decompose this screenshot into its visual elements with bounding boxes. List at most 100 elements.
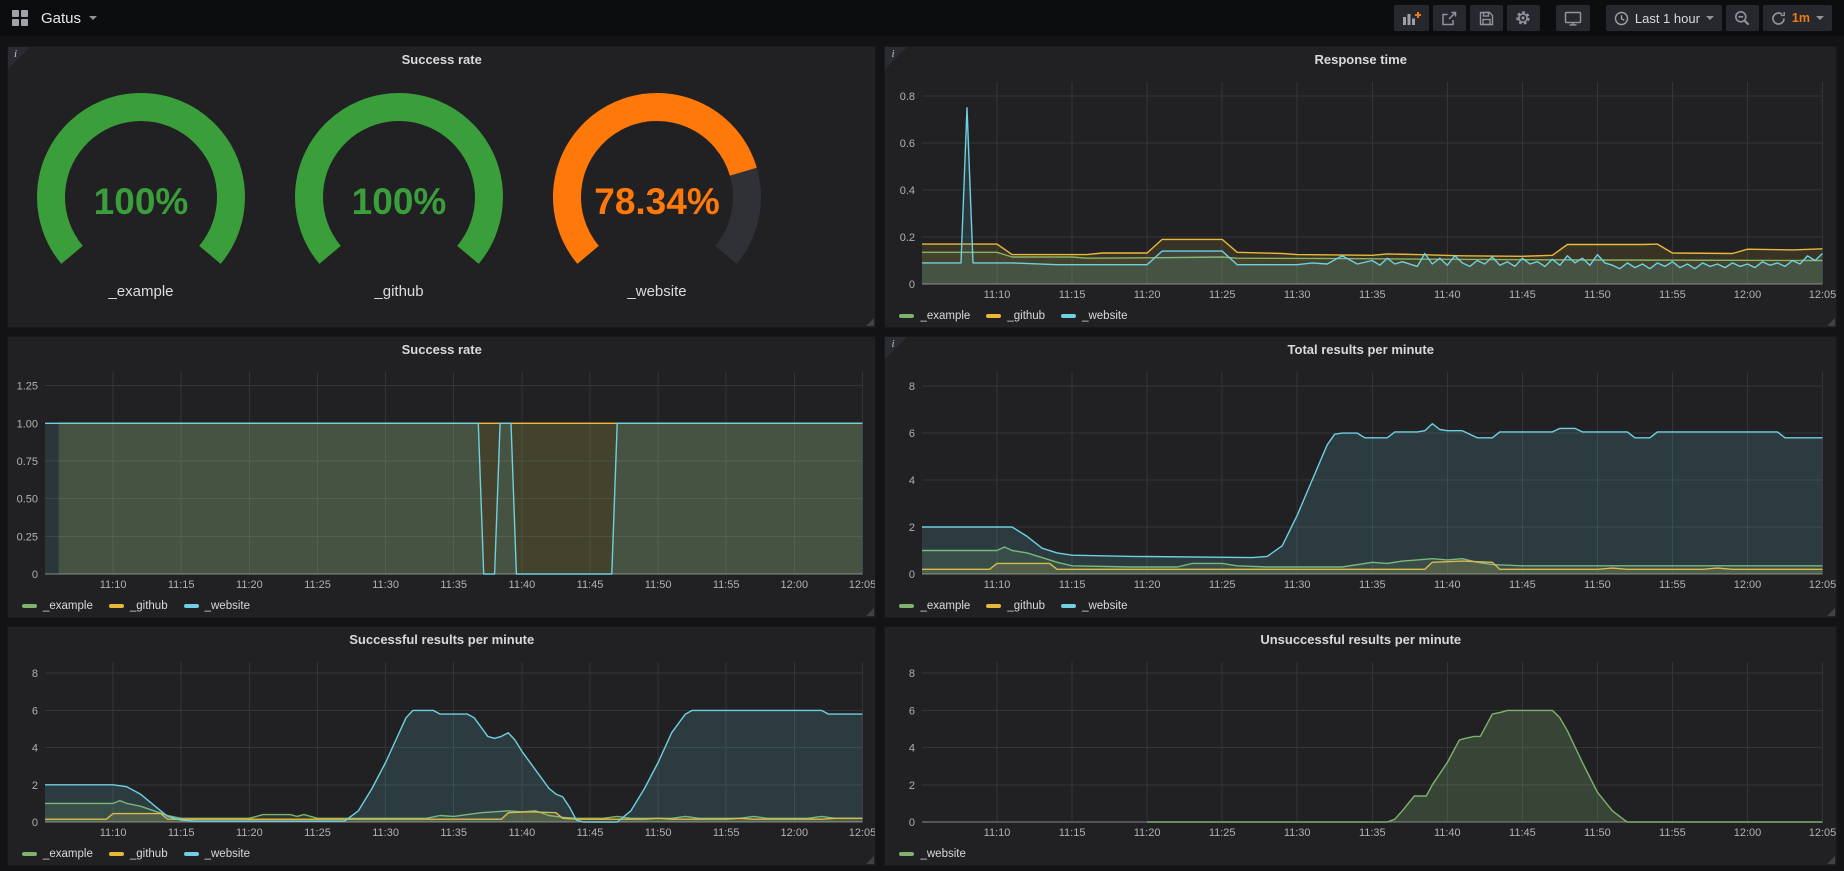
apps-grid-icon[interactable]: [10, 8, 30, 28]
panel-resize-handle[interactable]: [1827, 856, 1835, 864]
legend: _example _github _website: [885, 595, 1836, 617]
gauge-value: 100%: [94, 181, 189, 222]
success-rate-chart[interactable]: 11:1011:1511:2011:2511:3011:3511:4011:45…: [8, 363, 875, 595]
legend-item-_github[interactable]: _github: [109, 600, 168, 612]
panel-title[interactable]: Unsuccessful results per minute: [885, 627, 1836, 653]
y-tick-label: 0.50: [17, 494, 38, 506]
gauge-value: 78.34%: [594, 181, 720, 222]
x-tick-label: 11:10: [984, 827, 1011, 839]
x-tick-label: 11:15: [1059, 579, 1086, 591]
save-button[interactable]: [1470, 5, 1503, 31]
legend-label: _github: [130, 600, 168, 612]
panel-title[interactable]: Total results per minute: [885, 337, 1836, 363]
share-button[interactable]: [1433, 5, 1466, 31]
x-tick-label: 11:15: [168, 579, 195, 591]
legend-item-_website[interactable]: _website: [1061, 310, 1127, 322]
gauge-arc: 100%: [12, 79, 270, 279]
x-tick-label: 12:00: [1734, 579, 1762, 591]
legend-color-swatch: [184, 604, 199, 608]
time-range-label: Last 1 hour: [1635, 11, 1700, 26]
panel-resize-handle[interactable]: [1827, 318, 1835, 326]
panel-resize-handle[interactable]: [866, 856, 874, 864]
x-tick-label: 11:15: [1059, 289, 1086, 301]
panel-title[interactable]: Success rate: [8, 337, 875, 363]
panel-info-corner[interactable]: [885, 47, 907, 69]
x-tick-label: 11:20: [236, 827, 263, 839]
panel-info-corner[interactable]: [885, 337, 907, 359]
y-tick-label: 0: [909, 569, 915, 581]
panel-info-corner[interactable]: [8, 47, 30, 69]
zoom-out-button[interactable]: [1726, 5, 1759, 31]
time-range-picker[interactable]: Last 1 hour: [1606, 5, 1722, 31]
x-tick-label: 11:35: [1359, 579, 1386, 591]
legend-item-_example[interactable]: _example: [899, 310, 970, 322]
panel-title[interactable]: Success rate: [8, 47, 875, 73]
y-tick-label: 2: [32, 780, 38, 792]
unsuccessful-results-chart[interactable]: 11:1011:1511:2011:2511:3011:3511:4011:45…: [885, 653, 1836, 843]
refresh-picker[interactable]: 1m: [1763, 5, 1832, 31]
x-tick-label: 11:55: [713, 827, 740, 839]
x-tick-label: 11:30: [1284, 289, 1311, 301]
x-tick-label: 12:05: [1809, 579, 1836, 591]
y-tick-label: 1.00: [17, 418, 38, 430]
gauge-label: _website: [627, 283, 686, 300]
x-tick-label: 11:20: [1134, 579, 1161, 591]
legend-color-swatch: [899, 314, 914, 318]
refresh-icon: [1771, 11, 1786, 26]
panel-title[interactable]: Response time: [885, 47, 1836, 73]
x-tick-label: 11:55: [1660, 827, 1687, 839]
panel-resize-handle[interactable]: [1827, 608, 1835, 616]
monitor-icon: [1564, 11, 1582, 26]
panel-resize-handle[interactable]: [866, 318, 874, 326]
zoom-out-icon: [1734, 10, 1750, 26]
x-tick-label: 11:50: [1585, 289, 1612, 301]
legend-item-_website[interactable]: _website: [899, 848, 965, 860]
x-tick-label: 11:45: [1510, 827, 1537, 839]
x-tick-label: 11:10: [984, 289, 1011, 301]
y-tick-label: 0: [909, 279, 915, 291]
dashboard-grid: i Success rate 100%_example100%_github78…: [0, 36, 1844, 871]
x-tick-label: 12:05: [849, 579, 876, 591]
y-tick-label: 6: [32, 705, 38, 717]
legend-item-_github[interactable]: _github: [109, 848, 168, 860]
legend-item-_website[interactable]: _website: [1061, 600, 1127, 612]
legend-item-_example[interactable]: _example: [899, 600, 970, 612]
settings-button[interactable]: [1507, 5, 1540, 31]
legend-item-_example[interactable]: _example: [22, 848, 93, 860]
legend: _example _github _website: [885, 305, 1836, 327]
y-tick-label: 2: [909, 522, 915, 534]
add-panel-button[interactable]: [1394, 5, 1429, 31]
legend-color-swatch: [1061, 604, 1076, 608]
y-tick-label: 8: [909, 381, 915, 393]
legend-color-swatch: [899, 852, 914, 856]
y-tick-label: 0: [32, 569, 38, 581]
dashboard-title: Gatus: [41, 10, 81, 27]
legend-item-_website[interactable]: _website: [184, 848, 250, 860]
x-tick-label: 12:00: [1734, 289, 1762, 301]
legend-color-swatch: [986, 314, 1001, 318]
x-tick-label: 11:20: [1134, 827, 1161, 839]
y-tick-label: 0.8: [900, 91, 915, 103]
response-time-chart[interactable]: 11:1011:1511:2011:2511:3011:3511:4011:45…: [885, 73, 1836, 305]
legend-item-_github[interactable]: _github: [986, 600, 1045, 612]
y-tick-label: 0.25: [17, 531, 38, 543]
x-tick-label: 11:40: [1434, 827, 1461, 839]
legend-item-_example[interactable]: _example: [22, 600, 93, 612]
chevron-down-icon: [89, 16, 97, 20]
legend-label: _example: [920, 310, 970, 322]
successful-results-chart[interactable]: 11:1011:1511:2011:2511:3011:3511:4011:45…: [8, 653, 875, 843]
legend-color-swatch: [899, 604, 914, 608]
panel-resize-handle[interactable]: [866, 608, 874, 616]
navbar: Gatus: [0, 0, 1844, 36]
panel-title[interactable]: Successful results per minute: [8, 627, 875, 653]
bar-chart-plus-icon: [1402, 11, 1421, 26]
total-results-chart[interactable]: 11:1011:1511:2011:2511:3011:3511:4011:45…: [885, 363, 1836, 595]
legend-item-_website[interactable]: _website: [184, 600, 250, 612]
gauge-row: 100%_example100%_github78.34%_website: [8, 73, 875, 327]
legend-color-swatch: [184, 852, 199, 856]
x-tick-label: 11:25: [1209, 827, 1236, 839]
legend-item-_github[interactable]: _github: [986, 310, 1045, 322]
tv-mode-button[interactable]: [1556, 5, 1590, 31]
gear-icon: [1515, 10, 1531, 26]
dashboard-title-dropdown[interactable]: Gatus: [41, 10, 97, 27]
